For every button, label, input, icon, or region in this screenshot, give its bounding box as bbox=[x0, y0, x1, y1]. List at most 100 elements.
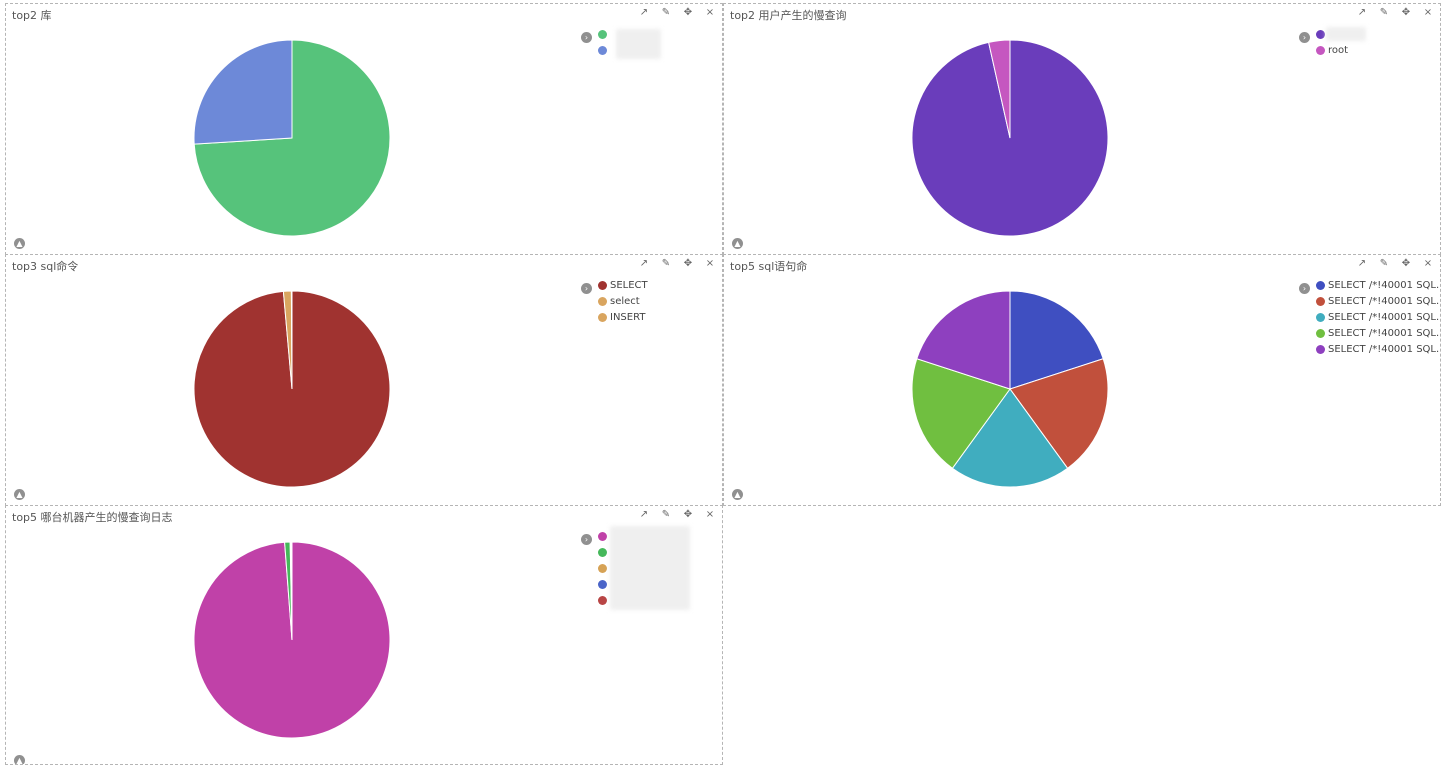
legend-swatch bbox=[598, 547, 607, 557]
pie-slice-4[interactable] bbox=[290, 541, 293, 641]
legend-item[interactable] bbox=[598, 560, 610, 576]
edit-icon[interactable]: ✎ bbox=[661, 509, 671, 520]
pie-slice-3[interactable] bbox=[911, 358, 1011, 469]
pie-slice-2[interactable] bbox=[290, 290, 293, 390]
legend-swatch bbox=[598, 312, 607, 322]
legend-item[interactable]: SELECT /*!40001 SQL... bbox=[1316, 293, 1441, 309]
legend-item[interactable] bbox=[598, 26, 610, 42]
legend-item[interactable] bbox=[598, 592, 610, 608]
panel-top2-users: top2 用户产生的慢查询 ↗ ✎ ✥ × › root ▲ bbox=[723, 3, 1441, 255]
legend-swatch bbox=[598, 563, 607, 573]
legend-item[interactable] bbox=[598, 576, 610, 592]
expand-icon[interactable]: ↗ bbox=[1357, 7, 1367, 18]
collapse-icon[interactable]: ▲ bbox=[732, 489, 743, 500]
legend bbox=[598, 528, 610, 608]
edit-icon[interactable]: ✎ bbox=[661, 258, 671, 269]
panel-toolbar: ↗ ✎ ✥ × bbox=[637, 257, 717, 271]
legend-toggle-icon[interactable]: › bbox=[581, 32, 592, 43]
legend-item[interactable]: root bbox=[1316, 42, 1348, 58]
legend-label: SELECT /*!40001 SQL... bbox=[1328, 295, 1441, 307]
legend-label: SELECT /*!40001 SQL... bbox=[1328, 343, 1441, 355]
move-icon[interactable]: ✥ bbox=[1401, 258, 1411, 269]
legend bbox=[598, 26, 610, 58]
edit-icon[interactable]: ✎ bbox=[1379, 258, 1389, 269]
legend-label: root bbox=[1328, 44, 1349, 56]
pie-chart bbox=[193, 290, 391, 488]
legend-label: select bbox=[610, 295, 640, 307]
pie-slice-4[interactable] bbox=[916, 290, 1011, 390]
edit-icon[interactable]: ✎ bbox=[1379, 7, 1389, 18]
legend-item[interactable] bbox=[598, 544, 610, 560]
panel-top2-databases: top2 库 ↗ ✎ ✥ × › ▲ bbox=[5, 3, 723, 255]
pie-chart bbox=[911, 39, 1109, 237]
pie-slice-1[interactable] bbox=[193, 39, 293, 145]
collapse-icon[interactable]: ▲ bbox=[14, 238, 25, 249]
panel-toolbar: ↗ ✎ ✥ × bbox=[637, 508, 717, 522]
collapse-icon[interactable]: ▲ bbox=[14, 755, 25, 764]
close-icon[interactable]: × bbox=[705, 7, 715, 18]
pie-chart bbox=[193, 39, 391, 237]
redaction-blur bbox=[616, 29, 661, 59]
pie-chart bbox=[193, 541, 391, 739]
legend-item[interactable]: SELECT /*!40001 SQL... bbox=[1316, 277, 1441, 293]
legend-item[interactable]: SELECT /*!40001 SQL... bbox=[1316, 309, 1441, 325]
legend-swatch bbox=[1316, 344, 1325, 354]
legend-swatch bbox=[598, 29, 607, 39]
panel-title: top3 sql命令 bbox=[12, 260, 79, 273]
collapse-icon[interactable]: ▲ bbox=[14, 489, 25, 500]
pie-slice-0[interactable] bbox=[1009, 290, 1104, 390]
collapse-icon[interactable]: ▲ bbox=[732, 238, 743, 249]
close-icon[interactable]: × bbox=[1423, 7, 1433, 18]
expand-icon[interactable]: ↗ bbox=[639, 258, 649, 269]
close-icon[interactable]: × bbox=[1423, 258, 1433, 269]
legend-swatch bbox=[598, 595, 607, 605]
panel-title: top2 库 bbox=[12, 9, 52, 22]
panel-title: top2 用户产生的慢查询 bbox=[730, 9, 847, 22]
legend-item[interactable]: SELECT bbox=[598, 277, 648, 293]
legend-label: SELECT bbox=[610, 279, 648, 291]
legend-swatch bbox=[1316, 280, 1325, 290]
legend: root bbox=[1316, 26, 1348, 58]
panel-toolbar: ↗ ✎ ✥ × bbox=[1355, 6, 1435, 20]
edit-icon[interactable]: ✎ bbox=[661, 7, 671, 18]
panel-top5-sql-statements: top5 sql语句命 ↗ ✎ ✥ × › SELECT /*!40001 SQ… bbox=[723, 254, 1441, 506]
legend-toggle-icon[interactable]: › bbox=[1299, 283, 1310, 294]
move-icon[interactable]: ✥ bbox=[683, 509, 693, 520]
legend-label: SELECT /*!40001 SQL... bbox=[1328, 311, 1441, 323]
pie-slice-1[interactable] bbox=[1009, 358, 1109, 469]
expand-icon[interactable]: ↗ bbox=[1357, 258, 1367, 269]
panel-title: top5 sql语句命 bbox=[730, 260, 808, 273]
redaction-blur bbox=[610, 526, 690, 610]
legend-label: INSERT bbox=[610, 311, 646, 323]
legend: SELECT select INSERT bbox=[598, 277, 648, 325]
legend-item[interactable]: SELECT /*!40001 SQL... bbox=[1316, 325, 1440, 341]
legend-swatch bbox=[598, 45, 607, 55]
legend-toggle-icon[interactable]: › bbox=[1299, 32, 1310, 43]
move-icon[interactable]: ✥ bbox=[683, 258, 693, 269]
legend-item[interactable] bbox=[1316, 26, 1348, 42]
legend-item[interactable] bbox=[598, 42, 610, 58]
pie-slice-2[interactable] bbox=[951, 388, 1069, 488]
pie-chart bbox=[911, 290, 1109, 488]
legend-item[interactable]: SELECT /*!40001 SQL... bbox=[1316, 341, 1441, 357]
legend-item[interactable]: select bbox=[598, 293, 648, 309]
legend-swatch bbox=[598, 296, 607, 306]
move-icon[interactable]: ✥ bbox=[1401, 7, 1411, 18]
legend-toggle-icon[interactable]: › bbox=[581, 534, 592, 545]
close-icon[interactable]: × bbox=[705, 258, 715, 269]
panel-top5-hosts: top5 哪台机器产生的慢查询日志 ↗ ✎ ✥ × › ▲ bbox=[5, 505, 723, 765]
legend-swatch bbox=[1316, 312, 1325, 322]
pie-slice-1[interactable] bbox=[988, 39, 1011, 139]
panel-toolbar: ↗ ✎ ✥ × bbox=[1355, 257, 1435, 271]
move-icon[interactable]: ✥ bbox=[683, 7, 693, 18]
legend-item[interactable]: INSERT bbox=[598, 309, 648, 325]
expand-icon[interactable]: ↗ bbox=[639, 509, 649, 520]
close-icon[interactable]: × bbox=[705, 509, 715, 520]
legend-item[interactable] bbox=[598, 528, 610, 544]
redaction-blur bbox=[1326, 27, 1366, 41]
expand-icon[interactable]: ↗ bbox=[639, 7, 649, 18]
legend-swatch bbox=[1316, 328, 1325, 338]
legend-label: SELECT /*!40001 SQL... bbox=[1328, 279, 1441, 291]
legend-swatch bbox=[598, 531, 607, 541]
legend-toggle-icon[interactable]: › bbox=[581, 283, 592, 294]
